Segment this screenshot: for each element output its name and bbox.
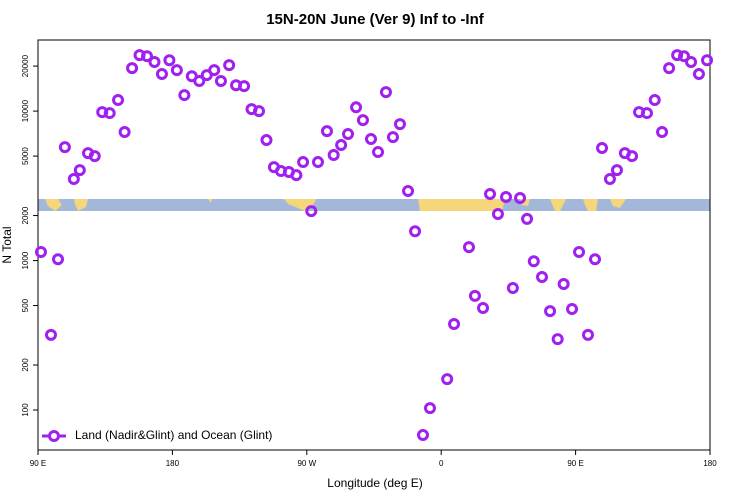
y-tick-label: 200 xyxy=(21,358,30,372)
data-point xyxy=(527,255,540,268)
data-point xyxy=(663,62,676,75)
data-point xyxy=(506,282,519,295)
data-point xyxy=(52,253,65,266)
data-point xyxy=(468,289,481,302)
data-point xyxy=(581,328,594,341)
data-point xyxy=(34,246,47,259)
data-point xyxy=(350,101,363,114)
data-point xyxy=(671,49,684,62)
legend-marker xyxy=(48,430,60,442)
y-tick-label: 2000 xyxy=(21,206,30,224)
data-point xyxy=(544,305,557,318)
data-point xyxy=(416,429,429,442)
data-point xyxy=(372,146,385,159)
data-point xyxy=(305,205,318,218)
data-point xyxy=(379,86,392,99)
data-point xyxy=(320,125,333,138)
data-point xyxy=(238,80,251,93)
x-tick-label: 180 xyxy=(166,459,180,468)
data-point xyxy=(356,114,369,127)
data-point xyxy=(551,333,564,346)
y-tick-label: 20000 xyxy=(21,54,30,77)
data-point xyxy=(103,107,116,120)
data-point xyxy=(253,105,266,118)
x-tick-label: 0 xyxy=(439,459,444,468)
map-strip xyxy=(38,199,710,211)
data-point xyxy=(155,68,168,81)
data-point xyxy=(290,169,303,182)
data-point xyxy=(342,128,355,141)
data-point xyxy=(163,54,176,67)
data-point xyxy=(126,62,139,75)
data-point xyxy=(589,253,602,266)
plot-frame xyxy=(37,39,711,451)
data-point xyxy=(491,207,504,220)
y-tick-label: 500 xyxy=(21,298,30,312)
data-point xyxy=(648,94,661,107)
y-tick-label: 1000 xyxy=(21,251,30,269)
data-point xyxy=(208,64,221,77)
data-point xyxy=(178,89,191,102)
data-point xyxy=(223,59,236,72)
x-tick-label: 180 xyxy=(703,459,717,468)
data-point xyxy=(557,277,570,290)
data-point xyxy=(58,141,71,154)
data-point xyxy=(701,54,714,67)
data-point xyxy=(327,149,340,162)
data-point xyxy=(573,246,586,259)
data-point xyxy=(170,64,183,77)
x-tick-label: 90 E xyxy=(30,459,46,468)
data-point xyxy=(477,302,490,315)
data-point xyxy=(365,133,378,146)
data-point xyxy=(118,126,131,139)
data-point xyxy=(44,328,57,341)
data-point xyxy=(484,187,497,200)
data-point xyxy=(500,191,513,204)
data-point xyxy=(214,74,227,87)
data-point xyxy=(685,56,698,69)
legend-label: Land (Nadir&Glint) and Ocean (Glint) xyxy=(75,428,272,442)
data-point xyxy=(386,131,399,144)
data-point xyxy=(297,156,310,169)
data-point xyxy=(441,373,454,386)
data-point xyxy=(424,402,436,415)
data-point xyxy=(409,225,422,238)
data-point xyxy=(335,139,348,152)
data-point xyxy=(193,74,206,87)
data-point xyxy=(626,150,639,163)
data-point xyxy=(692,68,705,81)
data-point xyxy=(67,173,80,186)
data-point xyxy=(88,150,101,163)
x-tick-label: 90 W xyxy=(297,459,316,468)
data-point xyxy=(610,164,623,177)
data-point xyxy=(260,134,273,147)
y-axis-label: N Total xyxy=(0,226,14,263)
data-point xyxy=(462,241,475,254)
data-point xyxy=(141,50,154,63)
y-tick-label: 10000 xyxy=(21,99,30,122)
chart-title: 15N-20N June (Ver 9) Inf to -Inf xyxy=(266,11,485,28)
data-point xyxy=(73,164,86,177)
data-point xyxy=(312,156,324,169)
y-tick-label: 5000 xyxy=(21,147,30,165)
data-point xyxy=(596,142,609,155)
data-point xyxy=(603,173,616,186)
x-axis-label: Longitude (deg E) xyxy=(327,476,422,490)
data-point xyxy=(393,118,406,131)
data-point xyxy=(448,318,461,331)
data-point xyxy=(112,94,125,107)
data-point xyxy=(656,126,669,139)
data-point xyxy=(566,303,579,316)
data-point xyxy=(148,56,161,69)
x-tick-label: 90 E xyxy=(567,459,583,468)
data-point xyxy=(640,107,653,120)
data-point xyxy=(514,192,527,205)
y-tick-label: 100 xyxy=(21,403,30,417)
data-point xyxy=(678,50,691,63)
data-point xyxy=(536,271,548,284)
data-point xyxy=(402,184,415,197)
data-point xyxy=(521,212,534,225)
